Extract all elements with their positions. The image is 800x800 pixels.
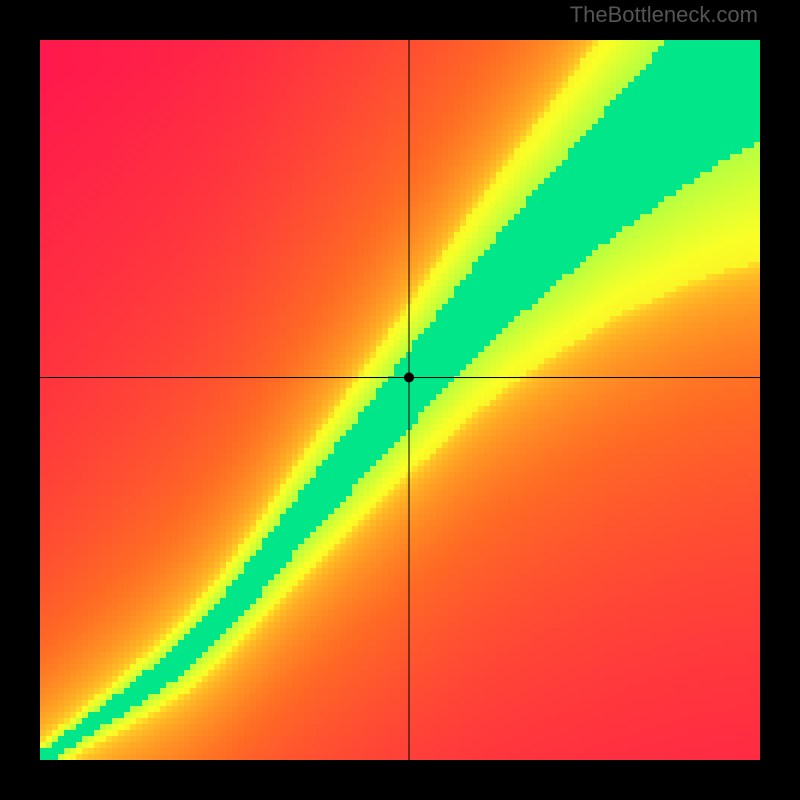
bottleneck-heatmap (0, 0, 800, 800)
watermark-text: TheBottleneck.com (570, 2, 758, 28)
